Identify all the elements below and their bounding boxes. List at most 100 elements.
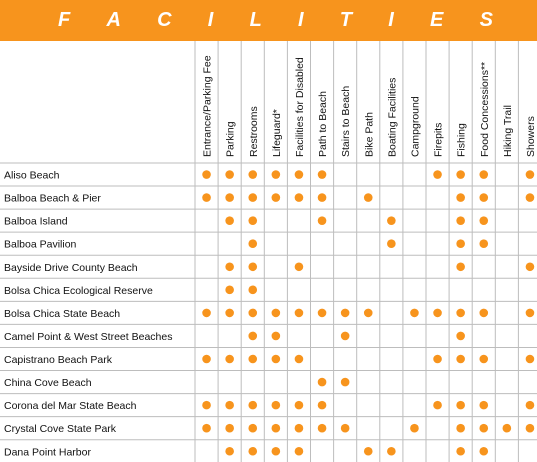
column-header: Stairs to Beach <box>340 86 352 157</box>
row-label: Crystal Cove State Park <box>4 423 117 435</box>
row-label: Corona del Mar State Beach <box>4 400 137 412</box>
facility-dot <box>456 446 465 456</box>
facility-dot <box>433 170 442 179</box>
facility-dot <box>225 354 234 364</box>
column-header: Food Concessions** <box>479 62 491 157</box>
facility-dot <box>317 423 327 433</box>
facility-dot <box>225 446 234 456</box>
facility-dot <box>479 170 489 179</box>
facility-dot <box>387 446 396 456</box>
banner-letter: T <box>339 9 352 31</box>
facility-dot <box>271 193 281 202</box>
facility-dot <box>202 400 211 410</box>
facility-dot <box>479 239 489 249</box>
facility-dot <box>294 170 304 179</box>
facility-dot <box>387 216 396 225</box>
facility-dot <box>525 262 535 272</box>
facility-dot <box>271 446 281 456</box>
facility-dot <box>525 170 535 179</box>
facility-dot <box>456 423 465 433</box>
column-header: Boating Facilities <box>386 78 398 157</box>
banner-letter: C <box>157 9 172 31</box>
row-label: Capistrano Beach Park <box>4 354 113 366</box>
facility-dot <box>363 193 373 202</box>
row-label: Bolsa Chica State Beach <box>4 308 120 320</box>
column-header: Bike Path <box>363 112 375 157</box>
banner-letter: E <box>430 9 444 31</box>
facility-dot <box>317 308 327 318</box>
facility-dot <box>271 170 281 179</box>
facility-dot <box>225 308 234 318</box>
banner-letter: I <box>298 9 304 31</box>
facility-dot <box>340 308 350 318</box>
facility-dot <box>456 354 465 364</box>
row-label: Bayside Drive County Beach <box>4 262 138 274</box>
column-header: Restrooms <box>248 106 260 157</box>
facility-dot <box>225 423 234 433</box>
facility-dot <box>456 308 465 318</box>
facility-dot <box>248 354 258 364</box>
banner-letter: A <box>106 9 121 31</box>
facility-dot <box>433 400 442 410</box>
facility-dot <box>525 400 535 410</box>
facility-dot <box>456 170 465 179</box>
facility-dot <box>248 262 258 272</box>
facility-dot <box>271 423 281 433</box>
facility-dot <box>479 308 489 318</box>
facility-dot <box>479 216 489 225</box>
facility-dot <box>456 331 465 341</box>
facility-dot <box>340 423 350 433</box>
facility-dot <box>479 423 489 433</box>
row-label: Balboa Island <box>4 216 68 228</box>
facility-dot <box>248 423 258 433</box>
facility-dot <box>363 446 373 456</box>
facility-dot <box>248 308 258 318</box>
facility-dot <box>248 400 258 410</box>
facility-dot <box>294 193 304 202</box>
facility-dot <box>317 193 327 202</box>
facility-dot <box>225 170 234 179</box>
facility-dot <box>456 193 465 202</box>
facility-dot <box>271 400 281 410</box>
facility-dot <box>433 308 442 318</box>
facility-dot <box>271 354 281 364</box>
row-label: Camel Point & West Street Beaches <box>4 331 172 343</box>
banner-letter: I <box>388 9 394 31</box>
column-header: Lifeguard* <box>271 109 283 157</box>
banner-letter: L <box>249 9 262 31</box>
facility-dot <box>294 354 304 364</box>
banner-letter: I <box>207 9 214 31</box>
facility-dot <box>525 193 535 202</box>
facility-dot <box>340 331 350 341</box>
facility-dot <box>225 262 234 272</box>
facility-dot <box>456 400 465 410</box>
facility-dot <box>294 400 304 410</box>
facility-dot <box>525 354 535 364</box>
column-header: Hiking Trail <box>502 105 514 157</box>
facility-dot <box>271 331 281 341</box>
facility-dot <box>225 285 234 295</box>
facility-dot <box>248 216 258 225</box>
column-header: Path to Beach <box>317 91 329 157</box>
facility-dot <box>340 377 350 387</box>
facility-dot <box>410 308 419 318</box>
row-label: China Cove Beach <box>4 377 92 389</box>
facility-dot <box>248 193 258 202</box>
facility-dot <box>202 423 211 433</box>
column-header: Firepits <box>433 123 445 157</box>
facility-dot <box>479 193 489 202</box>
banner-letter: S <box>479 9 493 31</box>
facility-dot <box>248 239 258 249</box>
column-header: Campground <box>409 96 421 157</box>
banner-letter: F <box>58 9 71 31</box>
facility-dot <box>317 377 327 387</box>
facility-dot <box>479 354 489 364</box>
row-label: Bolsa Chica Ecological Reserve <box>4 285 153 297</box>
facility-dot <box>410 423 419 433</box>
facility-dot <box>225 400 234 410</box>
facility-dot <box>294 423 304 433</box>
facility-dot <box>294 308 304 318</box>
